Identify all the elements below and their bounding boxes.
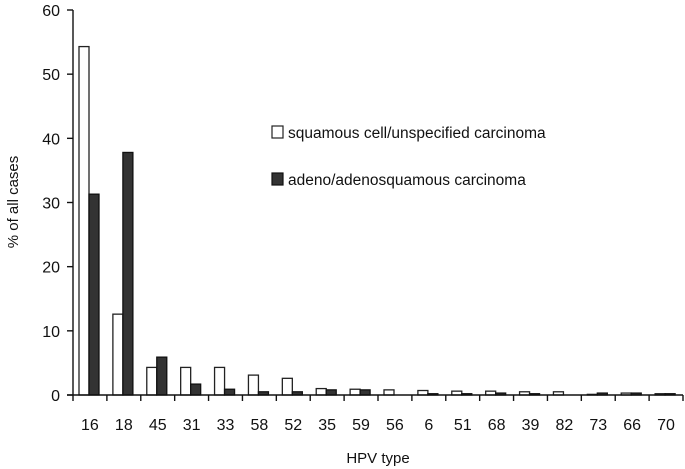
bar-adeno-59 [359,389,371,396]
legend-label-adeno: adeno/adenosquamous carcinoma [288,172,526,189]
y-tick-label: 10 [42,324,60,341]
bar-squamous-35 [315,387,327,396]
y-tick-label: 30 [42,196,60,213]
bar-adeno-31 [190,383,202,396]
x-tick-label-45: 45 [149,417,167,434]
x-tick-label-31: 31 [183,417,201,434]
x-tick-label-35: 35 [318,417,336,434]
x-tick-label-51: 51 [454,417,472,434]
x-tick-label-18: 18 [115,417,133,434]
bar-adeno-45 [156,356,168,396]
bar-squamous-52 [281,377,293,396]
x-tick-label-52: 52 [284,417,302,434]
legend-swatch-white [271,125,284,139]
x-tick-label-16: 16 [81,417,99,434]
x-tick-label-70: 70 [657,417,675,434]
bar-adeno-18 [122,151,134,396]
x-tick-label-68: 68 [488,417,506,434]
y-tick-label: 20 [42,260,60,277]
x-tick-label-56: 56 [386,417,404,434]
bar-squamous-16 [78,45,90,396]
x-tick-label-39: 39 [522,417,540,434]
legend-item-squamous: squamous cell/unspecified carcinoma [271,125,546,142]
x-tick-label-66: 66 [623,417,641,434]
legend: squamous cell/unspecified carcinoma aden… [271,125,546,189]
y-tick-label: 60 [42,3,60,20]
y-axis: 0 10 20 30 40 50 60 [42,3,74,405]
bar-adeno-33 [223,388,236,396]
bar-squamous-58 [247,374,260,396]
x-tick-label-59: 59 [352,417,370,434]
x-tick-label-6: 6 [424,417,433,434]
x-tick-label-73: 73 [589,417,607,434]
y-tick-label: 50 [42,67,60,84]
y-tick-label: 40 [42,131,60,148]
bar-squamous-56 [383,389,395,396]
x-axis-title: HPV type [346,450,409,467]
bar-squamous-31 [180,366,192,396]
bar-squamous-59 [349,388,361,396]
bar-squamous-33 [213,366,226,396]
x-tick-label-58: 58 [250,417,268,434]
bar-adeno-16 [88,193,100,396]
bar-squamous-45 [146,366,158,396]
x-tick-label-33: 33 [217,417,235,434]
y-axis-title: % of all cases [5,156,22,249]
x-tick-label-82: 82 [555,417,573,434]
bars-layer [78,45,676,396]
x-axis: 16 18 45 31 33 58 52 35 59 56 6 51 68 39 82 73 66 70 [67,394,684,434]
legend-label-squamous: squamous cell/unspecified carcinoma [288,125,546,142]
bar-adeno-35 [325,389,337,396]
legend-item-adeno: adeno/adenosquamous carcinoma [271,172,526,189]
legend-swatch-dark [271,172,284,186]
y-tick-label: 0 [51,388,60,405]
bar-squamous-18 [112,313,124,396]
